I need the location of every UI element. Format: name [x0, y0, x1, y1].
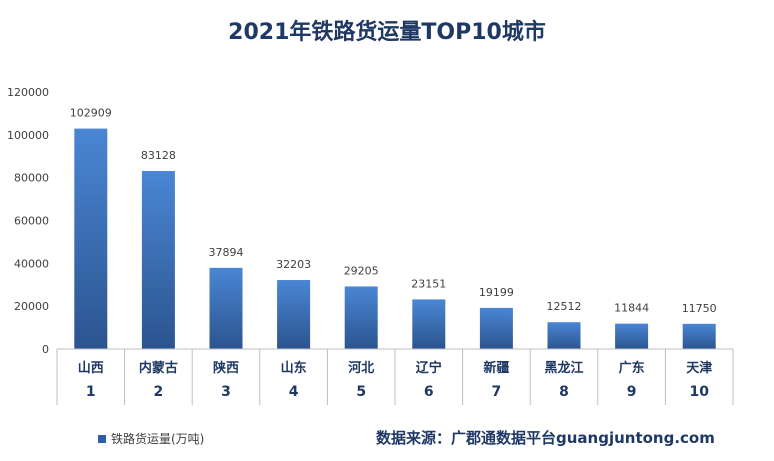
bar — [344, 286, 378, 349]
data-label: 37894 — [209, 246, 244, 259]
y-tick-label: 40000 — [14, 257, 49, 270]
data-label: 32203 — [276, 258, 311, 271]
x-tick-label: 河北 — [348, 360, 374, 376]
bars: 102909 83128 37894 32203 29205 23151 19199 1251… — [70, 107, 717, 349]
y-tick-label: 20000 — [14, 300, 49, 313]
y-tick-label: 60000 — [14, 215, 49, 228]
x-tick-label: 内蒙古 — [139, 360, 178, 376]
bar — [209, 267, 243, 349]
x-tick-label: 新疆 — [483, 360, 509, 376]
x-rank-label: 7 — [492, 384, 502, 400]
x-tick-label: 山东 — [281, 360, 307, 376]
data-label: 19199 — [479, 286, 514, 299]
x-tick-label: 天津 — [686, 360, 712, 376]
x-rank-label: 9 — [627, 384, 637, 400]
bar — [682, 323, 716, 349]
y-tick-label: 0 — [42, 343, 49, 356]
data-label: 102909 — [70, 107, 112, 120]
legend-label: 铁路货运量(万吨) — [111, 432, 205, 446]
x-rank-label: 4 — [289, 384, 299, 400]
x-rank-label: 8 — [559, 384, 569, 400]
data-label: 23151 — [411, 277, 446, 290]
y-tick-label: 100000 — [7, 129, 49, 142]
data-label: 12512 — [547, 300, 582, 313]
x-rank-label: 2 — [154, 384, 164, 400]
legend: 铁路货运量(万吨) — [98, 430, 204, 447]
x-tick-label: 辽宁 — [416, 360, 442, 376]
x-rank-label: 1 — [86, 384, 96, 400]
y-tick-label: 80000 — [14, 172, 49, 185]
x-rank-label: 10 — [689, 384, 709, 400]
x-axis: 山西 1 内蒙古 2 陕西 3 山东 4 河北 5 辽宁 6 新疆 7 黑龙江 8 广东 9 天津 10 — [56, 348, 734, 405]
bar — [412, 299, 446, 349]
x-tick-label: 山西 — [78, 360, 104, 376]
data-label: 29205 — [344, 264, 379, 277]
bar — [277, 280, 311, 349]
data-label: 83128 — [141, 149, 176, 162]
source-note: 数据来源：广郡通数据平台guangjuntong.com — [376, 429, 715, 447]
x-rank-label: 6 — [424, 384, 434, 400]
x-tick-label: 陕西 — [213, 360, 239, 376]
bar — [615, 323, 649, 349]
x-tick-label: 广东 — [619, 360, 645, 376]
x-tick-label: 黑龙江 — [544, 360, 583, 376]
x-rank-label: 5 — [356, 384, 366, 400]
legend-swatch — [98, 434, 106, 443]
bar — [74, 128, 108, 349]
x-rank-label: 3 — [221, 384, 231, 400]
y-axis: 0 20000 40000 60000 80000 100000 120000 — [7, 86, 49, 356]
data-label: 11750 — [682, 302, 717, 315]
bar — [141, 170, 175, 349]
y-tick-label: 120000 — [7, 86, 49, 99]
bar — [547, 322, 581, 349]
data-label: 11844 — [614, 302, 649, 315]
bar — [479, 307, 513, 349]
chart-title: 2021年铁路货运量TOP10城市 — [228, 20, 546, 45]
